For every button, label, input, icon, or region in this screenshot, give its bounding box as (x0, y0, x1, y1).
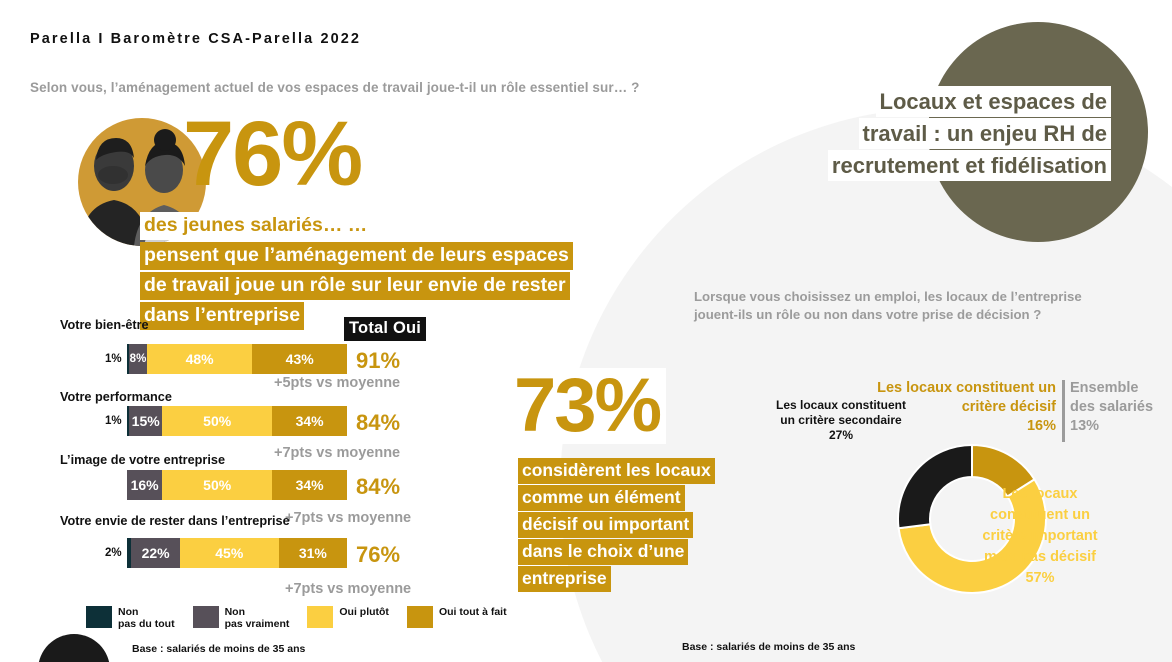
bar-segment: 31% (278, 538, 347, 568)
right-title-line-1: Locaux et espaces de (875, 86, 1111, 117)
bar-delta-note: +5pts vs moyenne (274, 375, 401, 391)
right-title-line-2: travail : un enjeu RH de (858, 118, 1111, 149)
donut-slice (897, 477, 1047, 594)
bar-total-value: 76% (356, 542, 401, 567)
bar-total-value: 84% (356, 474, 401, 499)
bar-row: 15% 50% 34% (127, 406, 347, 436)
bar-segment: 43% (252, 344, 347, 374)
bar-category-label: Votre bien-être (60, 318, 149, 332)
donut-label-important: Les locaux constituent un critère import… (982, 486, 1098, 586)
legend-swatch (192, 606, 219, 628)
bar-row: 8% 48% 43% (127, 344, 347, 374)
left-question: Selon vous, l’aménagement actuel de vos … (30, 80, 640, 95)
bar-segment (127, 538, 132, 568)
left-headline-line-4: dans l’entreprise (140, 302, 305, 330)
ensemble-divider (1062, 380, 1065, 442)
legend-swatch (307, 606, 334, 628)
right-headline-line-2: comme un élément (518, 485, 685, 511)
bar-segment: 34% (272, 470, 347, 500)
right-headline-text: considèrent les locaux comme un élément … (518, 458, 715, 593)
bar-segment: 15% (129, 406, 163, 436)
right-base-note: Base : salariés de moins de 35 ans (682, 641, 856, 653)
brand-title: Parella I Baromètre CSA-Parella 2022 (30, 31, 362, 47)
background-black-circle (38, 634, 110, 662)
legend-label: Non pas vraiment (224, 606, 290, 630)
bar-outside-value: 1% (105, 415, 122, 427)
donut-label-secondaire: Les locaux constituent un critère second… (775, 398, 907, 442)
legend-label: Oui tout à fait (438, 606, 507, 618)
left-headline-value: 76% (183, 103, 363, 205)
bar-segment: 45% (179, 538, 279, 568)
total-oui-badge: Total Oui (344, 317, 427, 341)
ensemble-block: Ensemble des salariés 13% (1070, 380, 1154, 434)
bar-segment: 34% (272, 406, 347, 436)
bar-segment (127, 344, 130, 374)
right-title-line-3: recrutement et fidélisation (827, 150, 1111, 181)
bar-segment (127, 406, 130, 436)
bar-category-label: L’image de votre entreprise (60, 453, 225, 467)
right-headline-line-5: entreprise (518, 566, 611, 592)
right-title: Locaux et espaces de travail : un enjeu … (785, 86, 1111, 182)
right-headline-line-4: dans le choix d’une (518, 539, 689, 565)
legend-item: Non pas vraiment (192, 606, 290, 630)
legend-label: Oui plutôt (339, 606, 389, 618)
legend-item: Non pas du tout (86, 606, 175, 630)
legend-item: Oui tout à fait (406, 606, 507, 628)
left-headline-line-2: pensent que l’aménagement de leurs espac… (140, 242, 573, 270)
bar-delta-note: +7pts vs moyenne (285, 581, 412, 597)
left-headline-line-3: de travail joue un rôle sur leur envie d… (140, 272, 570, 300)
bar-outside-value: 2% (105, 547, 122, 559)
legend-swatch (86, 606, 112, 628)
bar-row: 22% 45% 31% (127, 538, 347, 568)
right-headline-line-1: considèrent les locaux (518, 458, 715, 484)
bar-segment: 8% (129, 344, 147, 374)
bar-delta-note: +7pts vs moyenne (285, 510, 412, 526)
bar-category-label: Votre envie de rester dans l’entreprise (60, 514, 290, 528)
bar-row: 16% 50% 34% (127, 470, 347, 500)
bar-segment: 50% (162, 470, 273, 500)
right-headline-value: 73% (508, 368, 667, 444)
bar-segment: 22% (131, 538, 180, 568)
bar-total-value: 84% (356, 410, 401, 435)
left-headline-text: des jeunes salariés… … pensent que l’amé… (140, 212, 573, 332)
bar-chart-legend: Non pas du tout Non pas vraiment Oui plutô… (86, 606, 525, 630)
left-headline-line-1: des jeunes salariés… … (140, 212, 372, 240)
bar-category-label: Votre performance (60, 390, 172, 404)
bar-segment: 16% (127, 470, 163, 500)
donut-chart (896, 443, 1048, 595)
bar-delta-note: +7pts vs moyenne (274, 445, 401, 461)
bar-segment: 50% (162, 406, 273, 436)
left-base-note: Base : salariés de moins de 35 ans (132, 643, 306, 655)
right-question: Lorsque vous choisissez un emploi, les l… (694, 289, 1082, 322)
legend-label: Non pas du tout (118, 606, 175, 630)
bar-segment: 48% (146, 344, 253, 374)
legend-item: Oui plutôt (307, 606, 389, 628)
donut-label-decisif: Les locaux constituent un critère décisi… (877, 380, 1056, 434)
bar-total-value: 91% (356, 348, 401, 373)
bar-outside-value: 1% (105, 353, 122, 365)
right-headline-line-3: décisif ou important (518, 512, 694, 538)
legend-swatch (406, 606, 433, 628)
donut-slice (897, 443, 973, 530)
